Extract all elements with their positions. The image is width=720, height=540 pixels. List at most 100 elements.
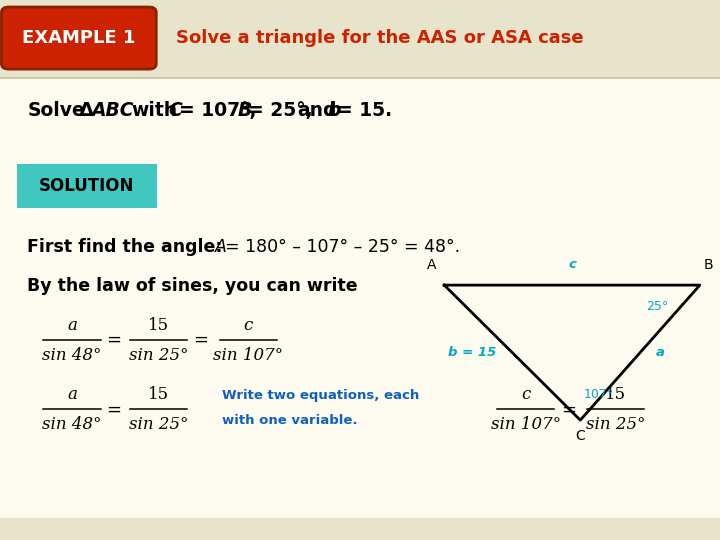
Text: a: a — [67, 386, 77, 403]
Text: b: b — [328, 101, 341, 120]
Bar — [0, 39, 720, 44]
Bar — [0, 205, 720, 210]
Text: 15: 15 — [605, 386, 626, 403]
Text: SOLUTION: SOLUTION — [39, 177, 134, 195]
Bar — [0, 224, 720, 229]
Bar — [0, 438, 720, 443]
Bar — [0, 49, 720, 54]
Bar — [0, 399, 720, 404]
Bar — [0, 166, 720, 171]
Bar — [0, 20, 720, 25]
Text: with: with — [132, 101, 178, 120]
Bar — [0, 370, 720, 375]
Bar — [0, 321, 720, 326]
Bar — [0, 0, 720, 78]
Bar — [0, 146, 720, 151]
Bar — [0, 409, 720, 414]
Text: and: and — [297, 101, 337, 120]
Bar — [0, 418, 720, 423]
Bar — [0, 518, 720, 540]
Text: C: C — [575, 429, 585, 443]
Text: Solve: Solve — [27, 101, 85, 120]
Bar — [0, 10, 720, 15]
Text: sin 48°: sin 48° — [42, 416, 102, 434]
FancyBboxPatch shape — [17, 164, 157, 208]
Text: = 25°,: = 25°, — [248, 101, 313, 120]
Text: c: c — [244, 316, 253, 334]
Bar — [0, 59, 720, 64]
Bar — [0, 535, 720, 540]
Bar — [0, 244, 720, 248]
Text: b = 15: b = 15 — [449, 346, 497, 359]
Bar — [0, 312, 720, 316]
Text: =: = — [562, 400, 576, 418]
Text: sin 25°: sin 25° — [129, 416, 188, 434]
Text: = 15.: = 15. — [337, 101, 392, 120]
Text: c: c — [521, 386, 530, 403]
Bar — [0, 78, 720, 540]
Text: ABC: ABC — [91, 101, 134, 120]
Bar — [0, 282, 720, 287]
Bar — [0, 496, 720, 501]
Bar — [0, 302, 720, 307]
Text: 15: 15 — [148, 386, 169, 403]
Text: sin 107°: sin 107° — [490, 416, 561, 434]
Bar — [0, 107, 720, 112]
Text: 107°: 107° — [584, 388, 614, 401]
Bar — [0, 156, 720, 161]
Text: By the law of sines, you can write: By the law of sines, you can write — [27, 277, 358, 295]
Bar — [0, 477, 720, 482]
Text: = 180° – 107° – 25° = 48°.: = 180° – 107° – 25° = 48°. — [225, 238, 460, 256]
Bar — [0, 506, 720, 511]
Bar — [0, 360, 720, 365]
Text: Write two equations, each: Write two equations, each — [222, 389, 419, 402]
Text: a: a — [656, 346, 665, 359]
Bar — [0, 185, 720, 190]
Bar — [0, 273, 720, 278]
Bar — [0, 1, 720, 5]
Text: a: a — [67, 316, 77, 334]
Bar — [0, 88, 720, 93]
Bar — [0, 176, 720, 180]
Bar — [0, 516, 720, 521]
Text: 25°: 25° — [646, 300, 668, 313]
Text: sin 107°: sin 107° — [213, 347, 284, 364]
Text: EXAMPLE 1: EXAMPLE 1 — [22, 29, 135, 47]
Bar — [0, 195, 720, 200]
Bar — [0, 263, 720, 268]
Text: sin 25°: sin 25° — [586, 416, 645, 434]
FancyBboxPatch shape — [1, 7, 156, 69]
Text: sin 25°: sin 25° — [129, 347, 188, 364]
Text: with one variable.: with one variable. — [222, 414, 357, 427]
Bar — [0, 448, 720, 453]
Bar — [0, 380, 720, 384]
Text: A: A — [426, 258, 436, 272]
Bar — [0, 331, 720, 336]
Text: Solve a triangle for the AAS or ASA case: Solve a triangle for the AAS or ASA case — [176, 29, 584, 47]
Bar — [0, 127, 720, 132]
Text: C: C — [168, 101, 182, 120]
Bar — [0, 98, 720, 103]
Bar — [0, 487, 720, 491]
Text: 15: 15 — [148, 316, 169, 334]
Text: Δ: Δ — [79, 101, 94, 120]
Bar — [0, 30, 720, 35]
Bar — [0, 137, 720, 141]
Text: sin 48°: sin 48° — [42, 347, 102, 364]
Bar — [0, 78, 720, 83]
Text: =: = — [107, 400, 121, 418]
Bar — [0, 292, 720, 297]
Bar — [0, 341, 720, 346]
Text: B: B — [703, 258, 714, 272]
Bar — [0, 525, 720, 530]
Bar — [0, 428, 720, 433]
Text: =: = — [107, 331, 121, 349]
Text: B: B — [238, 101, 252, 120]
Bar — [0, 214, 720, 219]
Bar — [0, 234, 720, 239]
Bar — [0, 117, 720, 122]
Bar — [0, 350, 720, 355]
Text: = 107°,: = 107°, — [179, 101, 257, 120]
Text: A: A — [215, 238, 226, 256]
Text: =: = — [193, 331, 207, 349]
